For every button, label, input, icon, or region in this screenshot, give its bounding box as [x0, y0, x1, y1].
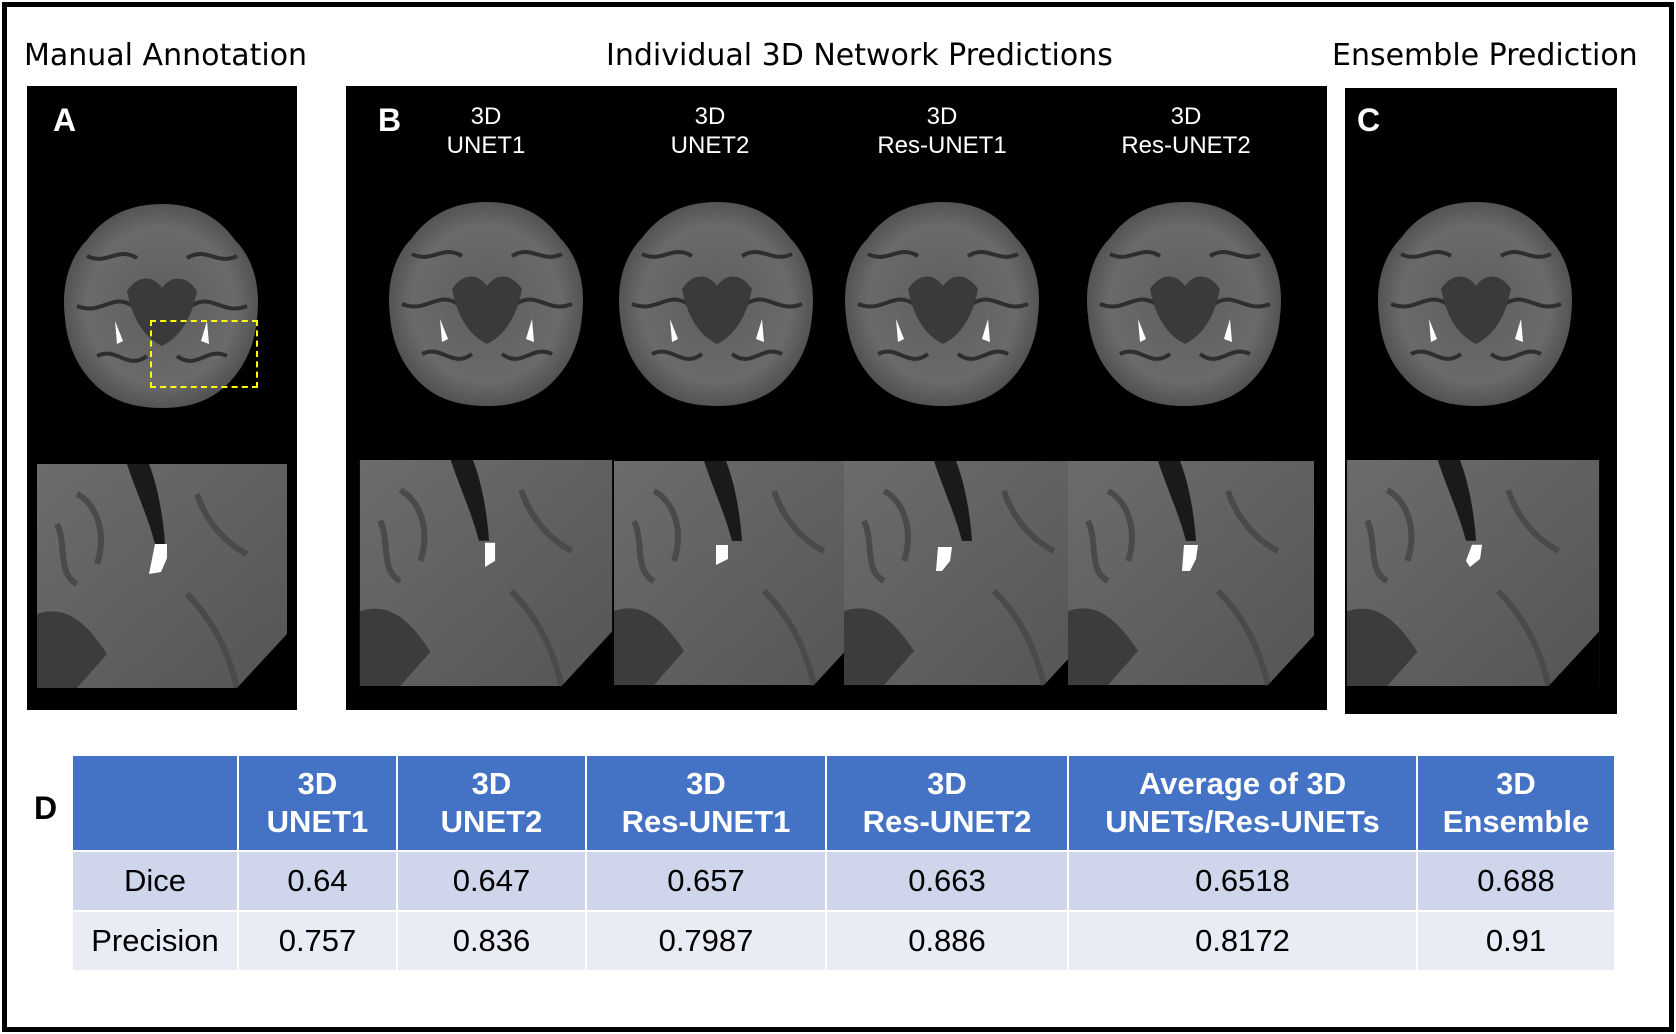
heading-manual-annotation: Manual Annotation [24, 38, 308, 73]
table-header-cell: 3D UNET1 [237, 754, 398, 852]
table-header-cell: Average of 3D UNETs/Res-UNETs [1067, 754, 1418, 852]
table-cell: 0.91 [1416, 910, 1616, 972]
model-label-unet1: 3D UNET1 [446, 103, 526, 159]
zoomed-slice-image [1345, 460, 1601, 686]
lesion-mask [484, 542, 496, 567]
model-label-res-unet1: 3D Res-UNET1 [877, 103, 1007, 159]
table-cell: 0.6518 [1067, 850, 1418, 912]
heading-ensemble-prediction: Ensemble Prediction [1332, 38, 1638, 73]
heading-individual-predictions: Individual 3D Network Predictions [606, 38, 1113, 73]
panel-a-label: A [53, 102, 77, 138]
panel-a: A [27, 86, 297, 710]
table-cell: 0.647 [396, 850, 587, 912]
brain-slice-image [616, 200, 816, 408]
table-header-cell [71, 754, 239, 852]
table-cell: 0.836 [396, 910, 587, 972]
table-cell: 0.64 [237, 850, 398, 912]
panel-c-label: C [1357, 102, 1381, 138]
panel-b-label: B [378, 102, 402, 138]
table-header-cell: 3D Res-UNET1 [585, 754, 827, 852]
table-cell: 0.657 [585, 850, 827, 912]
panel-c: C [1345, 88, 1617, 714]
panel-b: B 3D UNET1 3D UNET2 3D Res-UNET1 3D Res-UNET… [346, 86, 1327, 710]
brain-slice-image [1084, 200, 1284, 408]
table-cell: 0.8172 [1067, 910, 1418, 972]
table-cell: 0.757 [237, 910, 398, 972]
lesion-mask [1465, 544, 1483, 567]
table-row-dice: Dice 0.64 0.647 0.657 0.663 0.6518 0.688 [71, 850, 1616, 912]
table-row-precision: Precision 0.757 0.836 0.7987 0.886 0.817… [71, 910, 1616, 972]
lesion-mask [149, 544, 167, 574]
table-header-cell: 3D Res-UNET2 [825, 754, 1069, 852]
table-cell: 0.663 [825, 850, 1069, 912]
panel-d-label: D [34, 790, 58, 826]
model-label-res-unet2: 3D Res-UNET2 [1121, 103, 1251, 159]
zoomed-slice-image [844, 460, 1068, 686]
brain-slice-image [1375, 200, 1575, 408]
zoomed-slice-image [358, 460, 614, 686]
lesion-mask [716, 545, 728, 565]
lesion-mask [936, 547, 952, 571]
zoomed-slice-image [37, 464, 287, 688]
zoomed-slice-image [1068, 460, 1314, 686]
table-cell: 0.688 [1416, 850, 1616, 912]
zoomed-slice-image [614, 460, 844, 686]
row-label: Precision [71, 910, 239, 972]
row-label: Dice [71, 850, 239, 912]
table-header-cell: 3D Ensemble [1416, 754, 1616, 852]
roi-box [150, 320, 258, 388]
table-header-row: 3D UNET1 3D UNET2 3D Res-UNET1 3D Res-UNET2 … [71, 754, 1616, 852]
table-cell: 0.886 [825, 910, 1069, 972]
table-cell: 0.7987 [585, 910, 827, 972]
brain-slice-image [842, 200, 1042, 408]
model-label-unet2: 3D UNET2 [670, 103, 750, 159]
table-header-cell: 3D UNET2 [396, 754, 587, 852]
metrics-table: 3D UNET1 3D UNET2 3D Res-UNET1 3D Res-UNET2 … [71, 754, 1616, 972]
brain-slice-image [386, 200, 586, 408]
lesion-mask [1182, 545, 1198, 571]
